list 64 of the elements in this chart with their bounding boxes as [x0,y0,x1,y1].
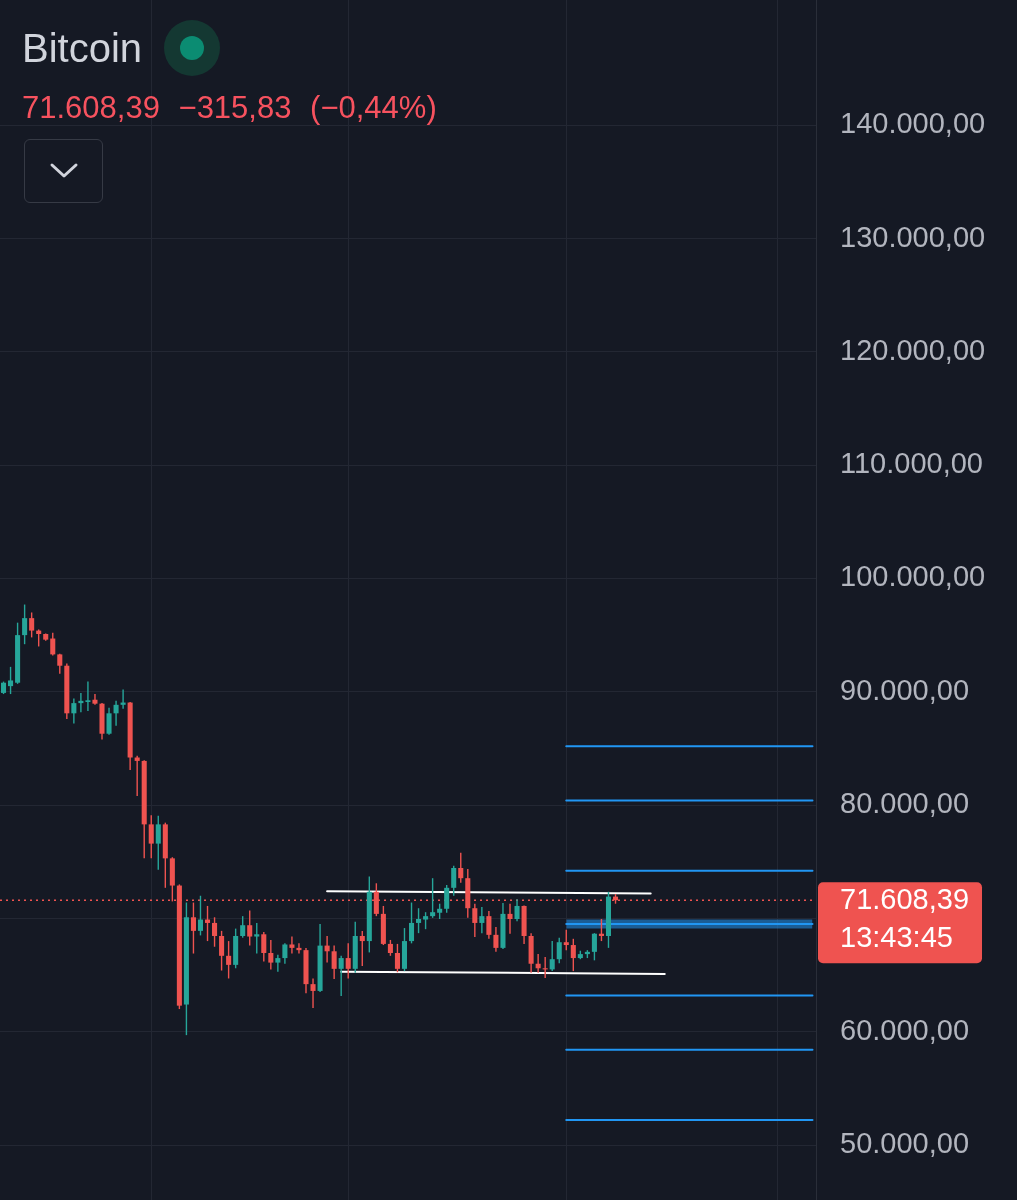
y-tick-label: 140.000,00 [840,107,986,140]
y-tick-label: 80.000,00 [840,787,970,820]
candlestick [310,977,316,1009]
candlestick [113,700,119,727]
y-tick-label: 110.000,00 [840,447,983,480]
y-tick-label: 90.000,00 [840,673,970,706]
candlestick [197,895,204,937]
candlestick [549,940,555,972]
candlestick [479,906,485,934]
candlestick [331,944,337,980]
candlestick [29,611,35,639]
candlestick [598,918,604,942]
y-tick-label: 130.000,00 [840,220,986,253]
candlestick [394,943,400,973]
text: Bitcoin [22,26,143,70]
candlestick [444,884,450,914]
candlestick [275,953,281,973]
candlestick [219,930,225,972]
candlestick [247,909,253,947]
candlestick [254,922,260,955]
candlestick [106,706,112,736]
candlestick [486,910,492,940]
text: 71.608,39 −315,83 (−0,44%) [22,90,437,125]
candlestick [268,939,274,971]
y-tick-label: 60.000,00 [840,1013,970,1046]
y-tick-label: 50.000,00 [840,1127,970,1160]
y-tick-label: 120.000,00 [840,333,986,366]
ref-line-label: 71.608,39 [840,883,970,916]
candlestick [472,902,478,938]
candlestick [345,942,351,980]
candlestick [563,929,569,951]
candlestick [296,942,302,955]
candlestick [430,877,436,919]
candlestick [359,930,365,967]
y-tick-label: 100.000,00 [840,560,986,593]
candlestick [408,901,415,945]
candlestick [92,693,98,706]
candlestick [493,926,499,953]
candlestick [71,697,77,725]
candlestick [148,814,154,860]
candlestick [120,688,126,710]
candlestick [212,916,218,948]
candlestick [226,940,232,980]
candlestick [190,901,196,955]
candlestick [338,955,344,997]
candlestick [155,815,161,871]
candlestick [289,935,295,955]
candlestick [591,932,597,962]
candlestick [261,931,267,963]
candlestick [556,936,562,964]
candlestick [514,898,520,922]
candlestick [240,915,246,939]
candlestick [22,603,28,645]
text: 13:43:45 [840,921,953,954]
candlestick [451,865,457,897]
candlestick [416,907,422,934]
candlestick [570,938,576,972]
candlestick [458,851,464,884]
candlestick [8,666,14,695]
candlestick [85,680,91,712]
candlestick [78,692,84,713]
candlestick [50,632,56,657]
candlestick [282,942,288,965]
candlestick [507,902,513,935]
